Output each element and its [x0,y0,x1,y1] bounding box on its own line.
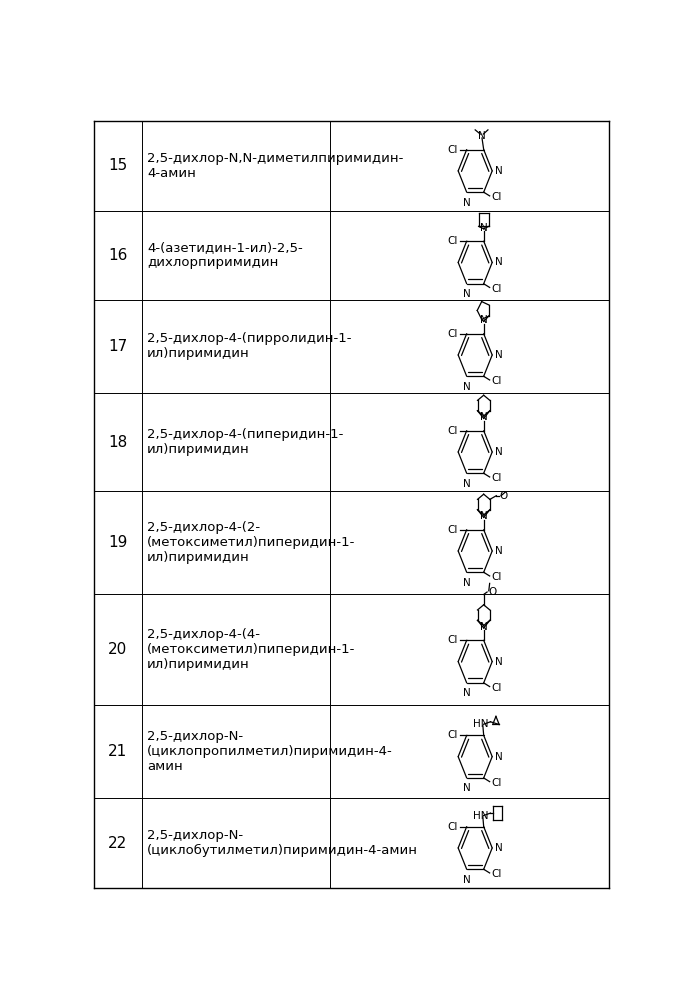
Text: Cl: Cl [447,329,458,339]
Text: N: N [463,783,471,793]
Text: 19: 19 [108,534,128,549]
Text: N: N [480,413,488,423]
Text: N: N [480,223,488,233]
Text: 2,5-дихлор-N-
(циклобутилметил)пиримидин-4-амин: 2,5-дихлор-N- (циклобутилметил)пиримидин… [147,829,418,857]
Text: Cl: Cl [447,426,458,436]
Text: N: N [463,198,471,208]
Text: N: N [463,479,471,489]
Text: HN: HN [473,719,489,729]
Text: Cl: Cl [447,730,458,740]
Text: 22: 22 [108,835,128,850]
Text: 21: 21 [108,744,128,759]
Text: Cl: Cl [491,869,501,879]
Text: N: N [495,350,503,360]
Text: 2,5-дихлор-4-(пирролидин-1-
ил)пиримидин: 2,5-дихлор-4-(пирролидин-1- ил)пиримидин [147,333,351,361]
Text: N: N [478,131,486,141]
Text: N: N [495,258,503,268]
Text: N: N [480,511,488,521]
Text: Cl: Cl [491,682,501,693]
Text: Cl: Cl [447,236,458,246]
Text: 2,5-дихлор-4-(пиперидин-1-
ил)пиримидин: 2,5-дихлор-4-(пиперидин-1- ил)пиримидин [147,429,343,457]
Text: Cl: Cl [491,474,501,484]
Text: 15: 15 [108,159,128,174]
Text: N: N [463,382,471,392]
Text: Cl: Cl [447,821,458,831]
Text: 2,5-дихлор-N-
(циклопропилметил)пиримидин-4-
амин: 2,5-дихлор-N- (циклопропилметил)пиримиди… [147,730,392,773]
Text: 2,5-дихлор-4-(4-
(метоксиметил)пиперидин-1-
ил)пиримидин: 2,5-дихлор-4-(4- (метоксиметил)пиперидин… [147,627,355,670]
Text: O: O [499,491,508,500]
Text: N: N [463,577,471,587]
Text: N: N [495,546,503,556]
Text: HN: HN [473,810,489,820]
Text: 20: 20 [108,641,128,656]
Text: N: N [495,656,503,666]
Text: N: N [463,875,471,885]
Text: Cl: Cl [447,145,458,155]
Text: Cl: Cl [491,284,501,294]
Text: Cl: Cl [491,192,501,202]
Text: Cl: Cl [447,524,458,534]
Text: Cl: Cl [491,778,501,788]
Text: N: N [495,447,503,457]
Text: 2,5-дихлор-N,N-диметилпиримидин-
4-амин: 2,5-дихлор-N,N-диметилпиримидин- 4-амин [147,152,403,180]
Text: O: O [488,587,496,597]
Text: Cl: Cl [491,572,501,582]
Text: 16: 16 [108,248,128,263]
Text: N: N [480,621,488,631]
Text: Cl: Cl [447,635,458,645]
Text: 17: 17 [108,339,128,354]
Text: N: N [495,843,503,853]
Text: N: N [495,166,503,176]
Text: 4-(азетидин-1-ил)-2,5-
дихлорпиримидин: 4-(азетидин-1-ил)-2,5- дихлорпиримидин [147,241,303,269]
Text: N: N [480,315,488,325]
Text: 2,5-дихлор-4-(2-
(метоксиметил)пиперидин-1-
ил)пиримидин: 2,5-дихлор-4-(2- (метоксиметил)пиперидин… [147,520,355,563]
Text: N: N [463,289,471,299]
Text: Cl: Cl [491,377,501,387]
Text: 18: 18 [108,435,128,450]
Text: N: N [495,751,503,761]
Text: N: N [463,688,471,698]
